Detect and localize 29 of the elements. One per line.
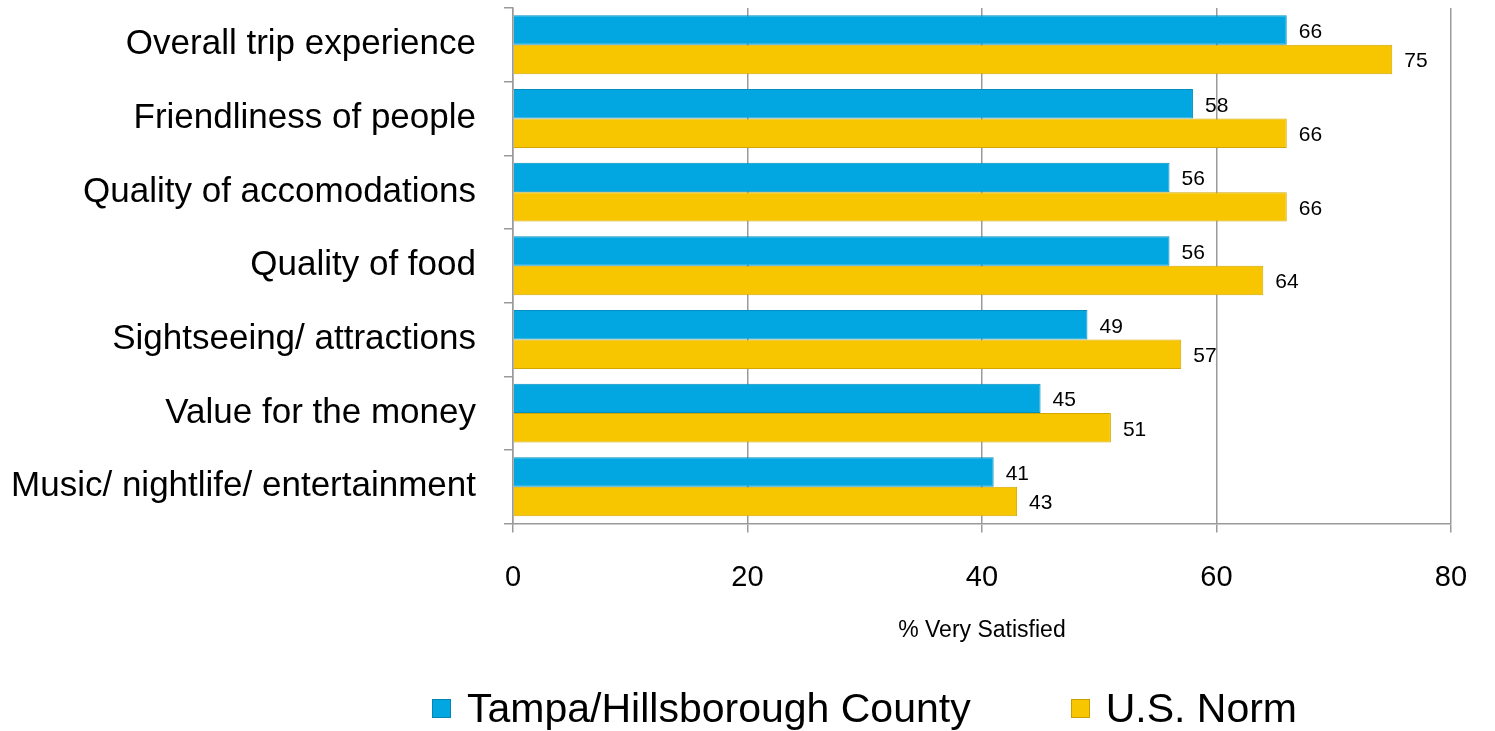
data-label: 66 [1298, 195, 1323, 219]
data-label: 64 [1275, 269, 1299, 293]
x-tick-label: 20 [731, 560, 764, 592]
data-label: 41 [1005, 460, 1030, 484]
x-tick-label: 40 [965, 560, 999, 592]
y-tick-label: Sightseeing/ attractions [112, 317, 476, 357]
data-label: 56 [1181, 166, 1205, 190]
data-label: 57 [1193, 342, 1217, 366]
x-tick-label: 80 [1434, 560, 1467, 592]
data-label: 58 [1204, 92, 1229, 116]
y-tick-label: Friendliness of people [133, 96, 476, 136]
data-label: 66 [1298, 18, 1323, 42]
data-label: 75 [1404, 48, 1428, 72]
y-tick-label: Quality of food [250, 243, 476, 283]
y-tick-label: Music/ nightlife/ entertainment [11, 464, 477, 504]
data-label: 56 [1181, 239, 1205, 263]
data-label: 49 [1099, 313, 1123, 337]
x-tick-label: 0 [504, 560, 522, 592]
y-tick-label: Quality of accomodations [83, 169, 476, 209]
data-label: 45 [1052, 387, 1076, 411]
x-tick-label: 60 [1200, 560, 1233, 592]
y-tick-label: Overall trip experience [125, 22, 476, 62]
x-axis-title: % Very Satisfied [898, 615, 1066, 642]
data-label: 66 [1298, 122, 1323, 146]
legend-label: Tampa/Hillsborough County [467, 685, 971, 731]
data-label: 51 [1122, 416, 1147, 440]
data-label: 43 [1029, 490, 1053, 514]
legend-label: U.S. Norm [1105, 685, 1298, 731]
y-tick-label: Value for the money [165, 390, 477, 430]
